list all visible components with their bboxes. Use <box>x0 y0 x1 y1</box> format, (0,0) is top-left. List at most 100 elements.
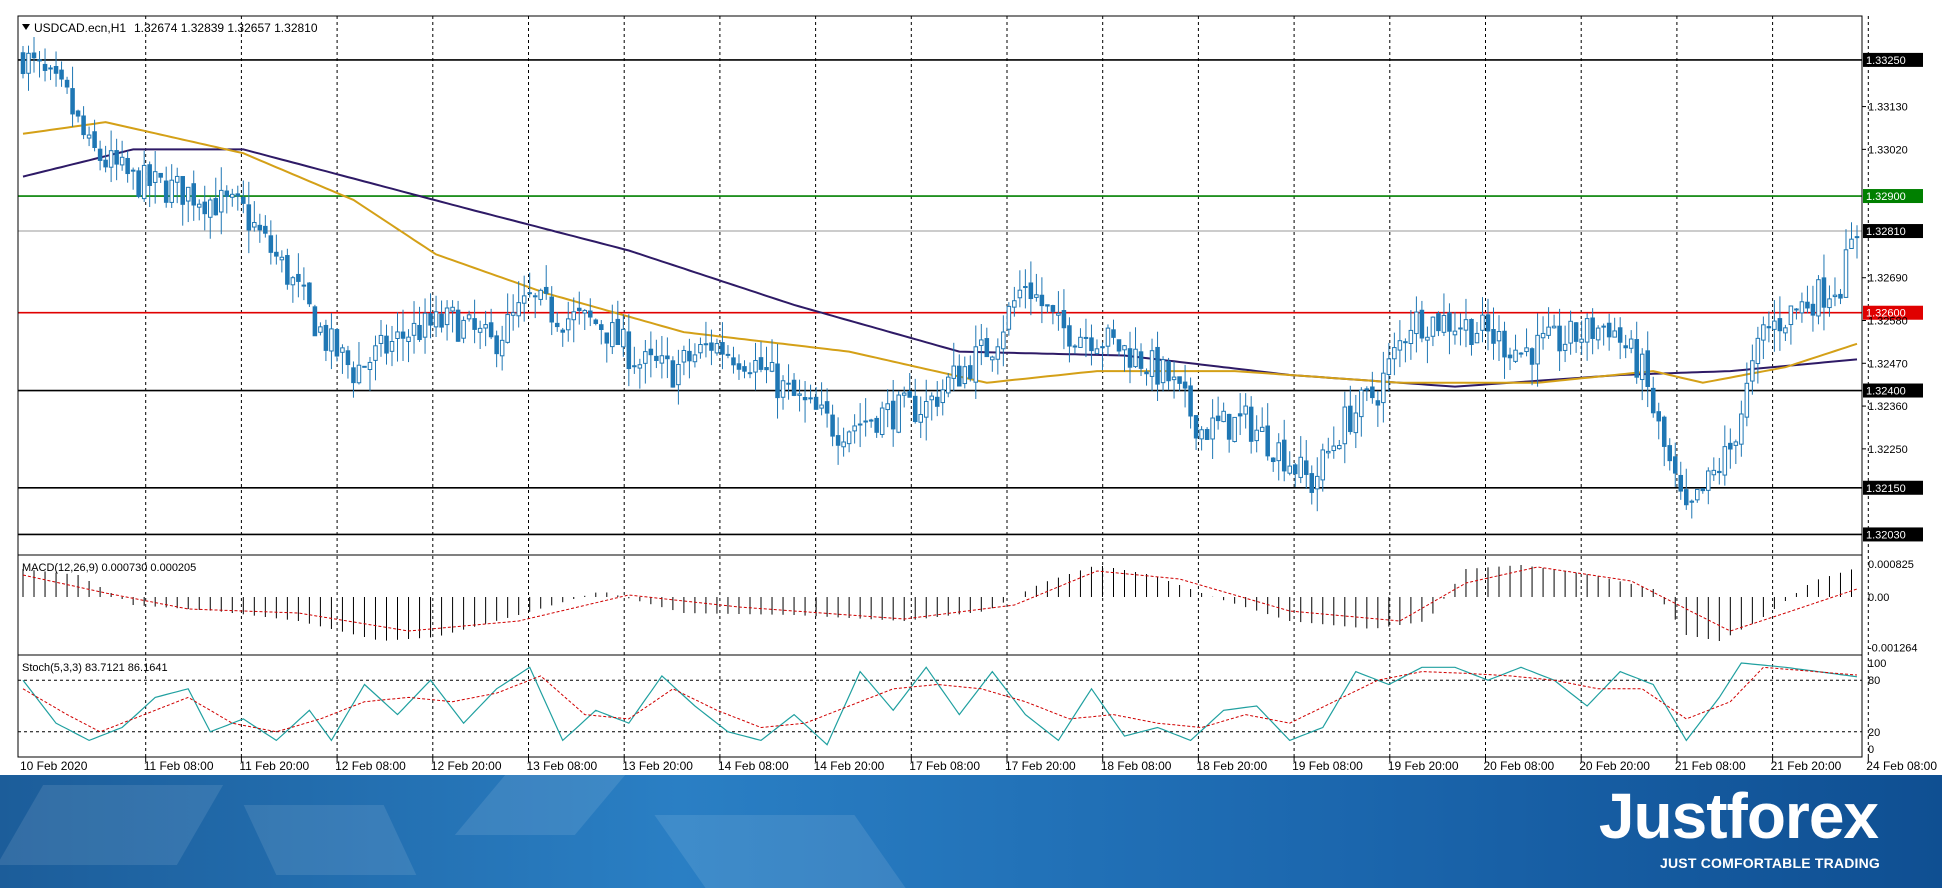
candle-body <box>119 156 125 166</box>
candle-body <box>670 360 676 388</box>
candle-body <box>141 164 147 200</box>
candle-body <box>1248 406 1254 442</box>
candle-body <box>775 363 780 399</box>
x-tick-label: 20 Feb 20:00 <box>1579 759 1650 773</box>
candle-body <box>802 397 808 401</box>
candle-body <box>736 363 742 370</box>
stoch-main-line <box>22 662 1858 746</box>
candle-body <box>1381 372 1386 404</box>
candle-body <box>527 292 532 295</box>
candle-body <box>1314 475 1320 490</box>
price-level-label: 1.32900 <box>1866 191 1906 203</box>
candle-body <box>1496 331 1502 342</box>
candle-body <box>1270 457 1276 463</box>
candle-body <box>615 318 621 345</box>
candle-body <box>758 357 764 370</box>
candle-body <box>852 425 857 432</box>
candle-body <box>571 311 577 321</box>
candle-body <box>219 189 224 213</box>
candle-body <box>158 172 163 178</box>
candle-body <box>1188 385 1193 417</box>
candle-body <box>990 356 995 361</box>
candle-body <box>1639 353 1645 381</box>
candle-body <box>791 379 797 396</box>
x-tick-label: 17 Feb 20:00 <box>1005 759 1076 773</box>
stoch-y-tick-label: 100 <box>1868 658 1886 670</box>
candle-body <box>532 295 538 298</box>
candle-body <box>1821 277 1827 308</box>
candle-body <box>588 310 593 318</box>
macd-y-tick-label: -0.001264 <box>1868 643 1918 655</box>
candle-body <box>1348 405 1353 433</box>
candle-body <box>433 311 439 328</box>
candle-body <box>1397 340 1403 351</box>
moving-average-fast <box>22 121 1858 384</box>
candle-body <box>742 366 747 372</box>
candle-body <box>1617 327 1623 343</box>
candle-body <box>593 319 599 324</box>
candle-body <box>1502 330 1507 358</box>
candle-body <box>703 343 709 346</box>
candle-body <box>1392 347 1397 360</box>
candle-body <box>626 331 632 370</box>
candle-body <box>395 331 400 339</box>
candle-body <box>687 350 692 362</box>
candle-body <box>1761 324 1766 341</box>
dropdown-triangle-icon[interactable] <box>22 24 30 30</box>
chart-area[interactable]: 0.000825 0.00 -0.001264 100 80 20 0 1.33250 1.… <box>0 0 1942 775</box>
candle-body <box>1072 345 1078 348</box>
price-level-tag <box>1863 305 1923 320</box>
candle-body <box>180 176 185 205</box>
candle-body <box>1678 474 1684 492</box>
candle-body <box>488 322 494 338</box>
candle-body <box>929 395 935 401</box>
candle-body <box>1089 337 1094 352</box>
candle-body <box>863 420 868 423</box>
macd-y-tick-label: 0.000825 <box>1868 559 1914 571</box>
candle-body <box>1595 327 1601 341</box>
x-tick-label: 11 Feb 08:00 <box>144 759 214 773</box>
candle-body <box>114 150 119 165</box>
y-tick-label: 1.33020 <box>1868 144 1908 156</box>
candle-body <box>1105 327 1111 347</box>
candle-body <box>362 365 367 368</box>
candle-body <box>846 431 852 445</box>
candle-body <box>307 282 312 305</box>
candle-body <box>1265 425 1270 457</box>
candle-body <box>984 338 990 358</box>
candle-body <box>1717 470 1722 474</box>
candle-body <box>1458 327 1463 330</box>
candle-body <box>505 314 510 343</box>
candle-body <box>753 359 758 373</box>
candle-body <box>97 148 103 161</box>
candle-body <box>868 419 874 422</box>
candle-body <box>940 389 946 404</box>
candle-body <box>1237 413 1243 417</box>
candle-body <box>1067 325 1072 347</box>
candle-body <box>1728 442 1733 450</box>
candle-body <box>81 115 86 136</box>
candle-body <box>560 329 566 333</box>
y-tick-label: 1.32690 <box>1868 273 1908 285</box>
candle-body <box>725 353 731 356</box>
candle-body <box>1116 339 1122 352</box>
candle-body <box>1298 456 1304 478</box>
candle-body <box>819 404 824 409</box>
candle-body <box>1485 314 1491 332</box>
candle-body <box>373 345 378 361</box>
candle-body <box>786 382 791 385</box>
candle-body <box>1706 470 1711 491</box>
candle-body <box>962 366 968 385</box>
candle-body <box>213 198 219 216</box>
price-chart[interactable]: 0.000825 0.00 -0.001264 100 80 20 0 1.33250 1.… <box>0 0 1942 775</box>
candle-body <box>1232 416 1237 443</box>
candle-body <box>1711 469 1717 476</box>
candle-body <box>252 222 257 228</box>
candle-body <box>1568 320 1573 344</box>
candle-body <box>1204 429 1210 440</box>
candle-body <box>912 395 918 423</box>
candle-body <box>643 351 648 364</box>
candle-body <box>1138 351 1144 369</box>
candle-body <box>384 335 389 354</box>
candle-body <box>1001 331 1006 350</box>
